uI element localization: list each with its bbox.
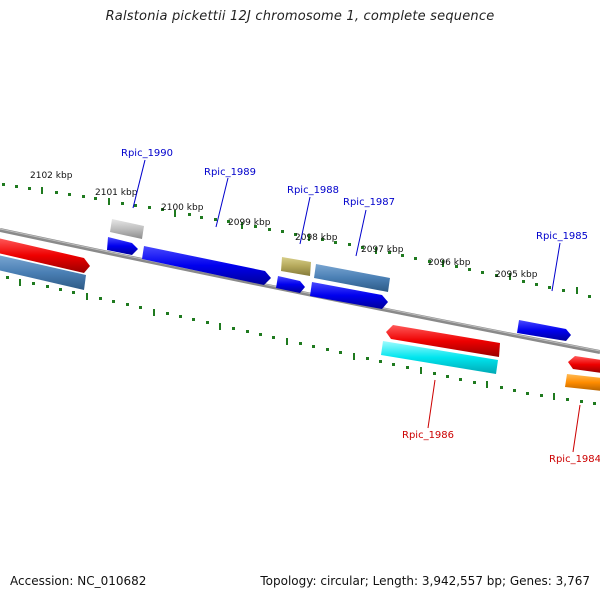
gene-feature-forward[interactable]	[276, 276, 305, 293]
accession-text: Accession: NC_010682	[10, 574, 147, 588]
gene-feature-reverse[interactable]	[0, 255, 86, 290]
label-leader-lines-forward	[132, 159, 561, 292]
scale-label: 2101 kbp	[95, 188, 138, 198]
label-leader-lines-reverse	[427, 379, 581, 453]
scale-label: 2096 kbp	[428, 258, 471, 268]
scale-label: 2095 kbp	[495, 270, 538, 280]
gene-label-rpic-1987[interactable]: Rpic_1987	[343, 197, 395, 208]
gene-feature-rpic-1986[interactable]	[381, 341, 498, 374]
lower-scale-ticks	[6, 276, 596, 405]
gene-feature-reverse[interactable]	[568, 356, 600, 373]
scale-label: 2100 kbp	[161, 203, 204, 213]
gene-feature-forward[interactable]	[107, 237, 138, 255]
gene-label-rpic-1984[interactable]: Rpic_1984	[549, 454, 600, 465]
gene-label-rpic-1986[interactable]: Rpic_1986	[402, 430, 454, 441]
upper-scale-ticks	[2, 183, 591, 298]
gene-label-rpic-1988[interactable]: Rpic_1988	[287, 185, 339, 196]
gene-feature-rpic-1984[interactable]	[565, 374, 600, 391]
gene-feature-rpic-1988[interactable]	[281, 257, 311, 276]
scale-label: 2102 kbp	[30, 171, 73, 181]
gene-feature-rpic-1989[interactable]	[142, 246, 271, 285]
lower-scale-major-ticks	[19, 279, 555, 400]
topology-text: Topology: circular; Length: 3,942,557 bp…	[260, 574, 590, 588]
gene-feature-forward[interactable]	[310, 282, 388, 309]
gene-feature-forward[interactable]	[0, 238, 90, 273]
gene-feature-reverse[interactable]	[386, 325, 500, 357]
gene-label-rpic-1990[interactable]: Rpic_1990	[121, 148, 173, 159]
gene-feature-rpic-1990[interactable]	[110, 219, 144, 239]
scale-label: 2098 kbp	[295, 233, 338, 243]
gene-feature-rpic-1985[interactable]	[517, 320, 571, 341]
gene-feature-rpic-1987[interactable]	[314, 264, 390, 292]
scale-label: 2099 kbp	[228, 218, 271, 228]
gene-label-rpic-1985[interactable]: Rpic_1985	[536, 231, 588, 242]
scale-label: 2097 kbp	[361, 245, 404, 255]
upper-scale-major-ticks	[41, 187, 578, 294]
gene-label-rpic-1989[interactable]: Rpic_1989	[204, 167, 256, 178]
map-title: Ralstonia pickettii 12J chromosome 1, co…	[105, 9, 495, 24]
